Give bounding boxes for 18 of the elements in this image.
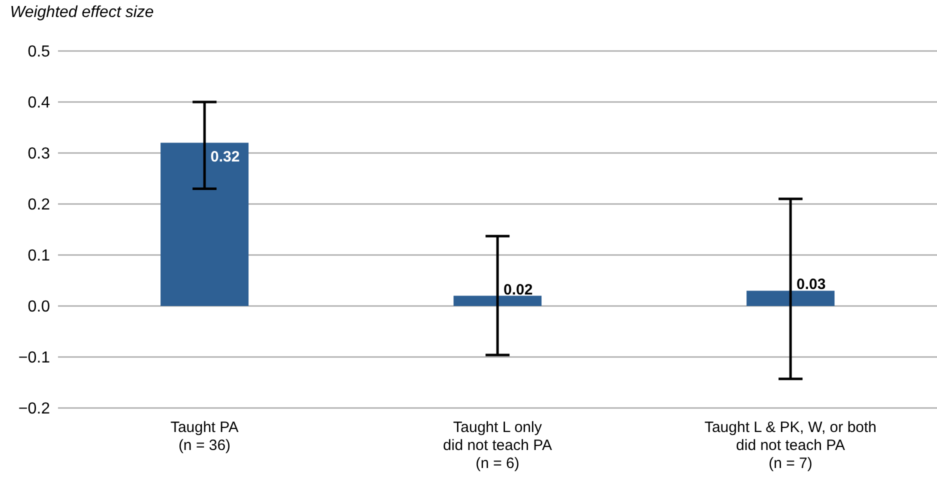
bar [160, 142, 249, 306]
bar [454, 296, 542, 306]
x-tick-label: Taught L & PK, W, or both did not teach PA (n = 7) [704, 419, 877, 472]
data-label: 0.03 [796, 276, 826, 294]
y-tick-label: 0.1 [28, 248, 50, 265]
y-tick-label: −0.2 [18, 400, 50, 418]
y-tick-label: 0.2 [28, 196, 50, 214]
x-tick-label: Taught L only did not teach PA (n = 6) [443, 419, 552, 472]
y-axis-title: Weighted effect size [10, 4, 154, 22]
y-tick-label: 0.0 [28, 298, 50, 316]
data-label: 0.32 [210, 148, 240, 166]
y-tick-label: 0.3 [28, 146, 50, 163]
y-tick-label: 0.4 [28, 94, 50, 112]
x-tick-label: Taught PA (n = 36) [170, 419, 239, 454]
bar [746, 290, 835, 306]
y-tick-label: −0.1 [18, 350, 50, 367]
data-label: 0.02 [504, 281, 533, 298]
y-tick-label: 0.5 [28, 44, 50, 61]
